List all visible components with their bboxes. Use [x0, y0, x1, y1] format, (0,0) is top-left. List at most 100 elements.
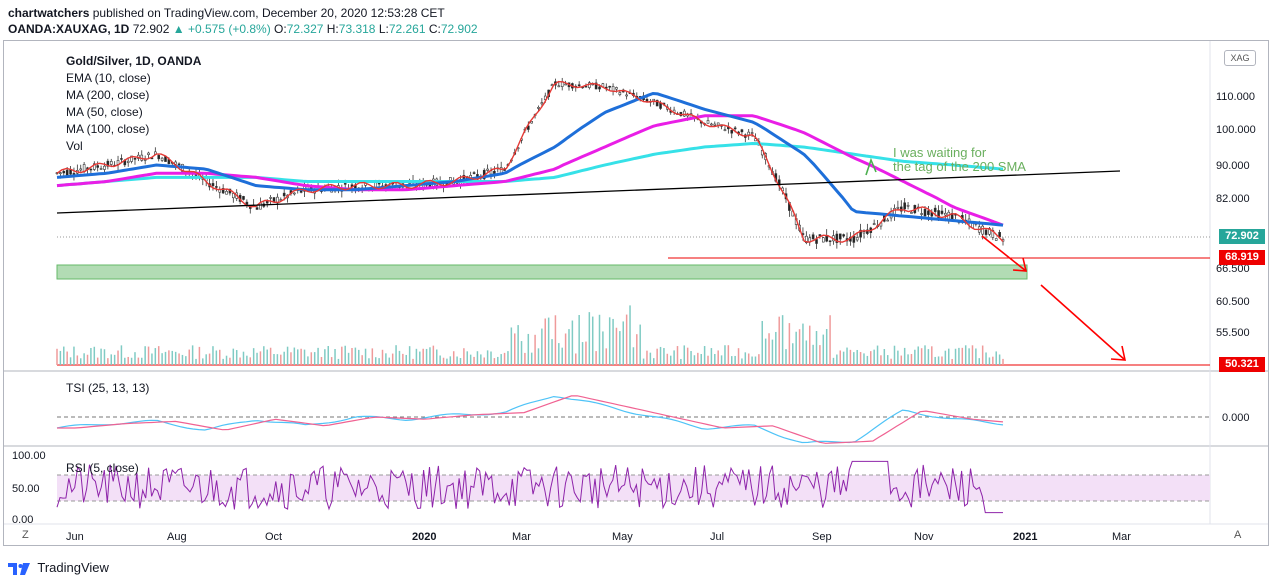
candle-body: [842, 234, 845, 237]
candle-body: [754, 138, 757, 142]
candle-body: [221, 188, 225, 194]
close-value: 72.902: [440, 22, 478, 36]
arrow-down-1[interactable]: [981, 235, 1027, 272]
tradingview-logo-icon: [8, 562, 30, 575]
candle-body: [177, 163, 181, 166]
candle-body: [503, 169, 506, 171]
candle-body: [818, 234, 822, 236]
ma-line-ma-100[interactable]: [56, 114, 1004, 227]
candle-body: [625, 94, 628, 97]
ma-line-ema-10[interactable]: [56, 80, 1004, 243]
up-arrow-icon: ▲: [172, 22, 185, 36]
candle-body: [527, 125, 530, 130]
candle-body: [584, 85, 588, 88]
candle-body: [838, 233, 842, 240]
price-axis[interactable]: 110.000 100.000 90.000 82.000 66.500 60.500 55…: [12, 91, 1256, 526]
rsi-line: [56, 460, 1003, 514]
open-label: O:: [274, 22, 287, 36]
legend-vol[interactable]: Vol: [66, 139, 83, 153]
time-tick: Oct: [265, 531, 282, 543]
auto-scale-button[interactable]: A: [1234, 529, 1242, 541]
legend-ma100[interactable]: MA (100, close): [66, 122, 150, 136]
candle-body: [109, 161, 113, 165]
candle-body: [652, 98, 656, 101]
rsi-tick: 100.00: [12, 450, 46, 462]
tsi-lines: [56, 395, 1004, 444]
candle-body: [906, 204, 910, 207]
zoom-button[interactable]: Z: [22, 529, 29, 541]
candle-body: [862, 231, 866, 234]
low-value: 72.261: [388, 22, 426, 36]
candle-body: [944, 212, 947, 216]
candle-body: [828, 240, 832, 242]
candle-body: [859, 229, 862, 238]
publisher-name: chartwatchers: [8, 6, 90, 20]
candle-body: [920, 213, 923, 215]
time-tick: 2021: [1013, 531, 1037, 543]
candle-body: [99, 168, 103, 170]
candle-body: [598, 86, 601, 90]
candle-body: [855, 237, 859, 241]
target2-badge: 50.321: [1219, 357, 1265, 372]
low-label: L:: [378, 22, 389, 36]
xag-compare-badge[interactable]: XAG: [1224, 50, 1256, 66]
candle-body: [96, 165, 99, 168]
tsi-main-line[interactable]: [56, 395, 1004, 444]
candle-body: [611, 86, 615, 92]
tsi-tick: 0.000: [1222, 412, 1250, 424]
legend-ma200[interactable]: MA (200, close): [66, 88, 150, 102]
candle-body: [740, 129, 744, 133]
candle-body: [998, 232, 1001, 238]
annotation-text: I was waiting for the tag of the 200 SMA: [893, 146, 1026, 174]
candle-body: [981, 225, 984, 235]
time-axis[interactable]: Jun Aug Oct 2020 Mar May Jul Sep Nov 2021 Mar: [66, 531, 1131, 543]
candle-body: [747, 131, 750, 136]
forecast-arrows[interactable]: [865, 157, 1127, 361]
rsi-path[interactable]: [56, 460, 1003, 514]
candle-body: [910, 212, 913, 214]
price-tick: 90.000: [1216, 160, 1250, 172]
price-tick: 66.500: [1216, 263, 1250, 275]
candle-body: [564, 83, 567, 86]
time-tick: Mar: [512, 531, 531, 543]
candle-body: [530, 121, 533, 124]
ma-line-ma-50[interactable]: [56, 91, 1004, 227]
candle-body: [269, 197, 272, 199]
annotation-line-2: the tag of the 200 SMA: [893, 159, 1026, 174]
support-zone[interactable]: [56, 264, 1028, 280]
legend-ema10[interactable]: EMA (10, close): [66, 71, 151, 85]
candle-body: [984, 229, 988, 235]
rsi-legend[interactable]: RSI (5, close): [66, 461, 139, 475]
candle-body: [133, 157, 137, 160]
time-tick: Jun: [66, 531, 84, 543]
price-tick: 82.000: [1216, 193, 1250, 205]
candle-body: [62, 171, 66, 174]
candle-body: [242, 196, 245, 200]
trend-line[interactable]: [56, 170, 1121, 214]
candle-body: [211, 183, 215, 187]
candle-body: [886, 219, 890, 222]
tsi-legend[interactable]: TSI (25, 13, 13): [66, 381, 150, 395]
candle-body: [493, 170, 496, 174]
candle-body: [106, 160, 110, 167]
high-value: 73.318: [338, 22, 376, 36]
candle-body: [259, 202, 262, 210]
rsi-tick: 50.00: [12, 483, 40, 495]
tsi-signal-line[interactable]: [57, 395, 1004, 444]
candle-body: [147, 152, 150, 155]
last-price: 72.902: [132, 22, 170, 36]
high-label: H:: [326, 22, 339, 36]
candle-body: [811, 234, 815, 240]
candle-body: [682, 110, 686, 117]
candle-body: [79, 168, 83, 171]
legend-ma50[interactable]: MA (50, close): [66, 105, 143, 119]
time-tick: 2020: [412, 531, 436, 543]
arrow-down-2[interactable]: [1040, 284, 1126, 361]
target1-badge: 68.919: [1219, 250, 1265, 265]
candle-body: [710, 123, 713, 126]
candle-body: [903, 202, 906, 210]
candle-body: [835, 233, 839, 243]
candle-body: [923, 209, 927, 217]
chart-legend: Gold/Silver, 1D, OANDA EMA (10, close) M…: [66, 53, 201, 155]
